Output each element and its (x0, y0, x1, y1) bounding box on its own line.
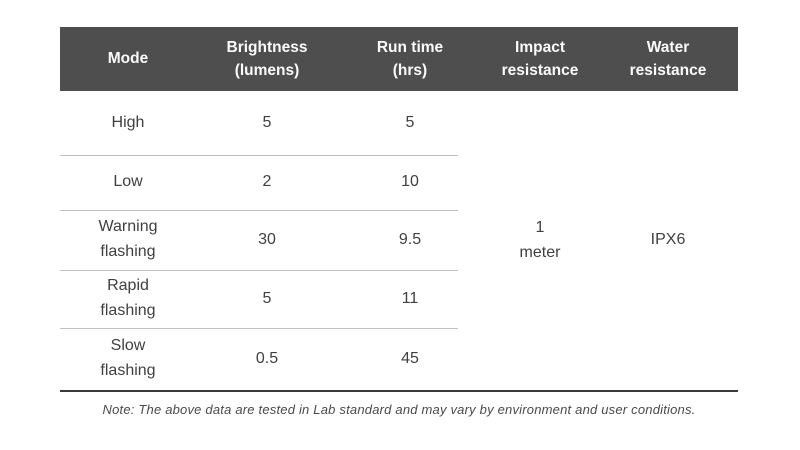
run-time-cell: 10 (401, 173, 419, 191)
row-divider (60, 155, 458, 156)
impact-resistance-cell: 1 meter (519, 218, 561, 261)
brightness-cell: 30 (258, 230, 276, 248)
mode-cell: Low (113, 173, 143, 191)
row-divider (60, 210, 458, 211)
spec-table: Mode Brightness (lumens) Run time (hrs) … (60, 27, 738, 392)
header-impact-resistance: Impact resistance (501, 38, 579, 79)
note-text: Note: The above data are tested in Lab s… (102, 402, 696, 417)
header-run-time: Run time (hrs) (376, 38, 444, 79)
mode-cell: Slow flashing (100, 337, 156, 379)
mode-cell: Rapid flashing (100, 277, 156, 319)
brightness-cell: 0.5 (255, 349, 279, 367)
brightness-cell: 5 (262, 113, 272, 131)
water-resistance-cell: IPX6 (650, 231, 686, 249)
run-time-cell: 45 (401, 349, 419, 367)
mode-cell: Warning flashing (98, 218, 158, 260)
mode-cell: High (111, 113, 145, 131)
brightness-cell: 2 (262, 173, 272, 191)
header-water-resistance: Water resistance (629, 38, 707, 79)
table-body: High 5 5 Low 2 10 Warning flashing 30 9.… (60, 91, 738, 392)
header-mode: Mode (107, 50, 149, 68)
header-brightness: Brightness (lumens) (226, 38, 308, 79)
row-divider (60, 328, 458, 329)
row-divider (60, 270, 458, 271)
brightness-cell: 5 (262, 289, 272, 307)
run-time-cell: 11 (401, 289, 419, 307)
run-time-cell: 9.5 (398, 230, 422, 248)
run-time-cell: 5 (405, 113, 415, 131)
table-header-row: Mode Brightness (lumens) Run time (hrs) … (60, 27, 738, 91)
